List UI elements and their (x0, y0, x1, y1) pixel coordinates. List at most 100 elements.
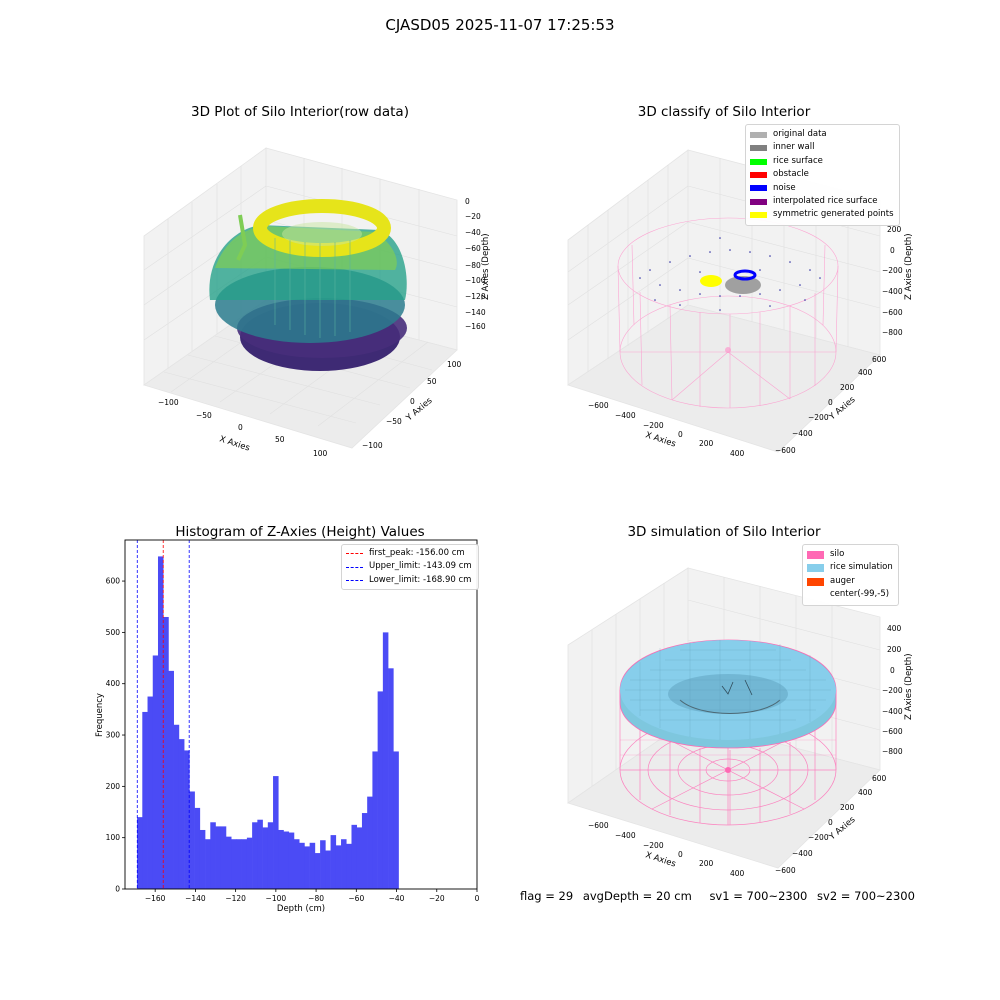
raw-x-tick: 50 (275, 435, 285, 444)
y-tick-label: 100 (106, 833, 121, 842)
histogram-bar (205, 839, 211, 889)
classify-z-tick: 0 (890, 246, 895, 255)
classify-z-tick: −400 (882, 287, 903, 296)
simulation-x-label: X Axies (644, 850, 677, 869)
histogram-bar (372, 751, 378, 889)
raw-x-tick: 0 (238, 423, 243, 432)
classify-x-tick: 0 (678, 430, 683, 439)
y-tick-label: 300 (106, 731, 121, 740)
raw-z-tick: 0 (465, 197, 470, 206)
histogram-bar (278, 829, 284, 889)
histogram-bar (142, 711, 148, 889)
classify-y-tick: 600 (872, 355, 887, 364)
legend-label: center(-99,-5) (830, 589, 890, 600)
classify-x-tick: −400 (615, 411, 636, 420)
x-tick-label: −20 (429, 894, 445, 903)
simulation-z-tick: −200 (882, 686, 903, 695)
raw-z-tick: −160 (465, 322, 486, 331)
histogram-y-label: Frequency (95, 693, 105, 737)
classify-x-tick: −600 (588, 401, 609, 410)
legend-item: auger (807, 575, 893, 588)
legend-swatch (750, 185, 767, 192)
classify-y-tick: −400 (792, 429, 813, 438)
legend-swatch (750, 131, 767, 138)
simulation-x-tick: −200 (643, 841, 664, 850)
histogram-bar (293, 839, 300, 889)
histogram-bar (346, 843, 352, 889)
legend-label: obstacle (773, 169, 809, 180)
legend-item: obstacle (750, 168, 894, 181)
histogram-bar (283, 831, 290, 889)
histogram-bar (241, 839, 248, 889)
legend-item: center(-99,-5) (807, 588, 893, 601)
histogram-title: Histogram of Z-Axies (Height) Values (175, 524, 425, 540)
histogram-bar (225, 836, 232, 889)
legend-swatch (750, 158, 767, 165)
x-tick-label: −140 (185, 894, 206, 903)
raw-plot-title: 3D Plot of Silo Interior(row data) (191, 104, 409, 120)
raw-z-tick: −20 (465, 212, 481, 221)
histogram-bar (273, 776, 279, 889)
histogram-bar (236, 839, 242, 889)
legend-swatch (807, 577, 824, 586)
histogram-bar (299, 842, 305, 889)
y-tick-label: 200 (106, 782, 121, 791)
raw-z-tick: −100 (465, 276, 486, 285)
simulation-x-tick: 400 (730, 869, 745, 878)
simulation-z-label: Z Axies (Depth) (904, 653, 914, 720)
histogram-bar (178, 739, 185, 889)
raw-z-tick: −80 (465, 261, 481, 270)
raw-z-tick: −140 (465, 308, 486, 317)
legend-line (346, 566, 363, 568)
simulation-y-tick: 200 (840, 803, 855, 812)
legend-swatch (750, 171, 767, 178)
histogram-bar (361, 813, 368, 889)
raw-y-tick: 50 (427, 377, 437, 386)
raw-z-label: Z Axies (Depth) (481, 233, 491, 300)
histogram-bar (246, 837, 253, 889)
simulation-y-tick: −400 (792, 849, 813, 858)
histogram-bar (163, 616, 169, 889)
classify-plot-title: 3D classify of Silo Interior (637, 104, 811, 120)
histogram-y-axis: 0 100 200 300 400 500 600 (106, 577, 125, 894)
legend-item: noise (750, 182, 894, 195)
histogram-bar (168, 670, 174, 889)
x-tick-label: −80 (308, 894, 324, 903)
legend-swatch (750, 212, 767, 219)
raw-point-cloud (209, 199, 407, 371)
simulation-y-tick: −200 (808, 833, 829, 842)
classify-rice-objects (700, 269, 761, 353)
simulation-z-tick: −800 (882, 747, 903, 756)
classify-silo-wireframe (617, 217, 839, 409)
classify-z-tick: −600 (882, 308, 903, 317)
classify-y-tick: 400 (858, 368, 873, 377)
legend-line (346, 553, 363, 555)
legend-item: silo (807, 548, 893, 561)
histogram-bar (351, 824, 358, 889)
histogram-bar (314, 853, 321, 889)
legend-swatch (750, 198, 767, 205)
legend-item: rice surface (750, 155, 894, 168)
x-tick-label: −60 (348, 894, 364, 903)
raw-x-tick: 100 (313, 449, 328, 458)
legend-item: Lower_limit: -168.90 cm (346, 574, 472, 587)
histogram-reference-lines (136, 540, 190, 889)
simulation-y-tick: −600 (775, 866, 796, 875)
histogram-bar (367, 796, 373, 889)
histogram-bar (341, 839, 347, 889)
classify-z-tick: −200 (882, 266, 903, 275)
simulation-x-tick: 0 (678, 850, 683, 859)
legend-label: inner wall (773, 142, 815, 153)
legend-item: interpolated rice surface (750, 195, 894, 208)
simulation-x-tick: 200 (699, 859, 714, 868)
classify-x-tick: −200 (643, 421, 664, 430)
legend-label: first_peak: -156.00 cm (369, 548, 465, 558)
classify-y-tick: 0 (828, 398, 833, 407)
histogram-bar (137, 817, 143, 889)
histogram-legend: first_peak: -156.00 cm Upper_limit: -143… (341, 544, 479, 591)
histogram-bar (199, 829, 206, 889)
legend-label: noise (773, 182, 796, 193)
histogram-bar (267, 822, 274, 889)
